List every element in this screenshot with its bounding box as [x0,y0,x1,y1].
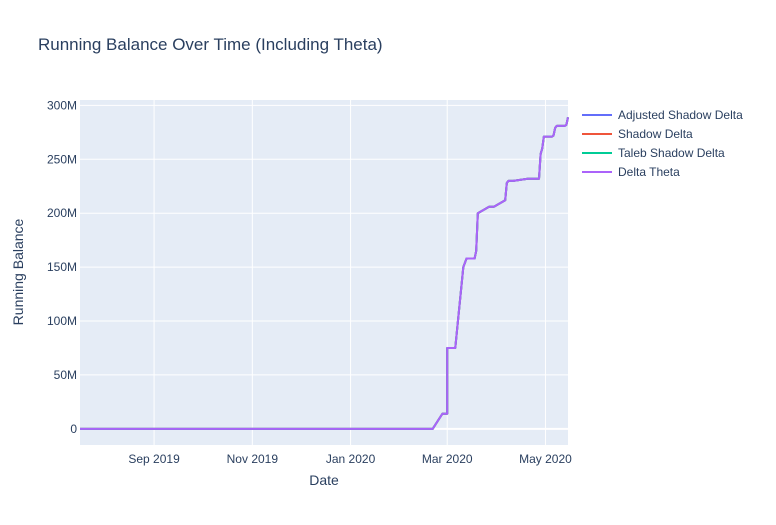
x-tick-label: May 2020 [519,452,572,466]
legend: Adjusted Shadow Delta Shadow Delta Taleb S… [582,108,743,179]
x-axis-ticks: Sep 2019 Nov 2019 Jan 2020 Mar 2020 May 2020 [128,452,572,466]
chart-title: Running Balance Over Time (Including The… [38,35,383,54]
legend-label: Delta Theta [618,165,680,179]
series-line-4 [80,117,569,430]
y-tick-label: 300M [47,98,77,112]
x-tick-label: Jan 2020 [326,452,376,466]
y-tick-label: 200M [47,206,77,220]
legend-label: Shadow Delta [618,127,693,141]
y-axis-ticks: 0 50M 100M 150M 200M 250M 300M [47,98,77,435]
x-tick-label: Sep 2019 [128,452,180,466]
legend-label: Adjusted Shadow Delta [618,108,743,122]
series-lines [80,117,569,430]
y-tick-label: 250M [47,152,77,166]
y-tick-label: 100M [47,314,77,328]
x-tick-label: Nov 2019 [227,452,279,466]
y-tick-label: 150M [47,260,77,274]
y-tick-label: 50M [54,368,77,382]
x-axis-title: Date [309,472,339,488]
plot-area [80,100,568,445]
x-tick-label: Mar 2020 [422,452,473,466]
legend-label: Taleb Shadow Delta [618,146,725,160]
y-tick-label: 0 [70,422,77,436]
grid [80,100,568,445]
y-axis-title: Running Balance [10,218,26,325]
